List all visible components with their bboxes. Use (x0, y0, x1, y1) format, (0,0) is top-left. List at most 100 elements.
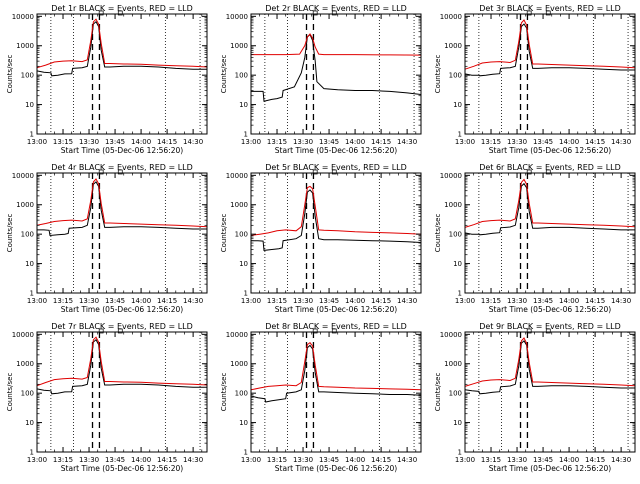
x-tick-label: 13:30 (507, 138, 527, 146)
detector-panel-8: Det 8r BLACK = Events, RED = LLD 1 10 100 10… (220, 322, 422, 473)
plot-frame (250, 331, 422, 453)
panel-title: Det 1r BLACK = Events, RED = LLD (51, 4, 193, 13)
x-tick-label: 14:30 (183, 456, 203, 464)
x-tick-label: 13:15 (481, 297, 501, 305)
y-tick-label: 10 (239, 101, 248, 109)
events-series-line (251, 33, 422, 102)
lld-series-line (36, 18, 208, 69)
events-series-line (250, 344, 422, 403)
y-tick-label: 1 (458, 449, 462, 457)
plot-frame (464, 172, 636, 294)
y-tick-label: 1000 (16, 201, 34, 209)
detector-panel-2: Det 2r BLACK = Events, RED = LLD 1 10 100 10… (220, 4, 422, 155)
panel-title: Det 6r BLACK = Events, RED = LLD (479, 163, 621, 172)
x-tick-label: 14:15 (157, 138, 177, 146)
events-series-line (36, 339, 207, 395)
y-axis-label: Counts/sec (6, 373, 14, 412)
detector-panel-5: Det 5r BLACK = Events, RED = LLD 1 10 100 10… (220, 163, 422, 314)
y-tick-label: 100 (235, 72, 248, 80)
x-tick-label: 13:30 (79, 297, 99, 305)
y-tick-label: 10 (453, 419, 462, 427)
x-axis-label: Start Time (05-Dec-06 12:56:20) (275, 305, 397, 314)
x-tick-label: 14:00 (131, 138, 151, 146)
x-tick-label: 14:15 (157, 297, 177, 305)
y-tick-label: 1000 (230, 42, 248, 50)
x-tick-label: 13:30 (79, 456, 99, 464)
x-tick-label: 14:00 (345, 297, 365, 305)
events-series-line (464, 340, 635, 395)
lld-series-line (36, 336, 208, 387)
y-tick-label: 1000 (230, 201, 248, 209)
marker-box (526, 328, 532, 334)
x-tick-label: 14:00 (345, 138, 365, 146)
x-tick-label: 14:15 (371, 138, 391, 146)
y-tick-label: 1 (244, 290, 248, 298)
x-tick-label: 13:30 (79, 138, 99, 146)
x-tick-label: 13:45 (533, 297, 553, 305)
x-tick-label: 14:30 (397, 138, 417, 146)
x-axis-label: Start Time (05-Dec-06 12:56:20) (275, 464, 397, 473)
y-tick-label: 1 (30, 290, 34, 298)
detector-panel-7: Det 7r BLACK = Events, RED = LLD 1 10 100 10… (6, 322, 208, 473)
y-tick-label: 100 (449, 72, 462, 80)
plot-frame (36, 13, 208, 135)
plot-frame (36, 331, 208, 453)
x-tick-label: 14:15 (157, 456, 177, 464)
detector-panel-3: Det 3r BLACK = Events, RED = LLD 1 10 100 10… (434, 4, 636, 155)
x-tick-label: 14:30 (611, 138, 631, 146)
marker-box (331, 169, 337, 175)
x-tick-label: 13:30 (507, 456, 527, 464)
y-tick-label: 1000 (444, 360, 462, 368)
panel-title: Det 4r BLACK = Events, RED = LLD (51, 163, 193, 172)
y-tick-label: 10 (25, 101, 34, 109)
lld-series-line (250, 185, 422, 236)
y-axis-label: Counts/sec (220, 373, 228, 412)
marker-box (331, 328, 337, 334)
y-axis-label: Counts/sec (434, 55, 442, 94)
plot-frame (464, 331, 636, 453)
panel-title: Det 5r BLACK = Events, RED = LLD (265, 163, 407, 172)
detector-panel-9: Det 9r BLACK = Events, RED = LLD 1 10 100 10… (434, 322, 636, 473)
y-tick-label: 10000 (12, 13, 34, 21)
x-tick-label: 14:30 (183, 138, 203, 146)
y-tick-label: 1 (244, 449, 248, 457)
y-tick-label: 100 (21, 231, 34, 239)
x-tick-label: 13:00 (241, 297, 261, 305)
x-tick-label: 13:00 (241, 456, 261, 464)
x-tick-label: 13:15 (267, 456, 287, 464)
y-tick-label: 1000 (444, 42, 462, 50)
x-tick-label: 14:15 (585, 456, 605, 464)
y-axis-label: Counts/sec (434, 214, 442, 253)
x-tick-label: 14:00 (345, 456, 365, 464)
x-axis-label: Start Time (05-Dec-06 12:56:20) (489, 464, 611, 473)
x-tick-label: 14:30 (611, 456, 631, 464)
x-axis-label: Start Time (05-Dec-06 12:56:20) (61, 464, 183, 473)
x-tick-label: 13:15 (267, 297, 287, 305)
x-axis-label: Start Time (05-Dec-06 12:56:20) (489, 146, 611, 155)
y-tick-label: 1 (458, 290, 462, 298)
y-tick-label: 10 (25, 260, 34, 268)
x-axis-label: Start Time (05-Dec-06 12:56:20) (275, 146, 397, 155)
marker-box (331, 10, 337, 16)
detector-panel-1: Det 1r BLACK = Events, RED = LLD 1 10 100 10… (6, 4, 208, 155)
panel-title: Det 8r BLACK = Events, RED = LLD (265, 322, 407, 331)
panel-title: Det 3r BLACK = Events, RED = LLD (479, 4, 621, 13)
x-tick-label: 14:30 (183, 297, 203, 305)
y-axis-label: Counts/sec (220, 55, 228, 94)
marker-box (117, 328, 123, 334)
y-tick-label: 10000 (440, 331, 462, 339)
detector-panel-4: Det 4r BLACK = Events, RED = LLD 1 10 100 10… (6, 163, 208, 314)
y-tick-label: 100 (235, 231, 248, 239)
y-axis-label: Counts/sec (6, 214, 14, 253)
y-tick-label: 10000 (440, 13, 462, 21)
events-series-line (464, 182, 635, 236)
x-tick-label: 13:45 (533, 456, 553, 464)
x-tick-label: 13:30 (293, 297, 313, 305)
y-tick-label: 100 (449, 390, 462, 398)
x-tick-label: 13:00 (455, 297, 475, 305)
x-tick-label: 14:15 (585, 297, 605, 305)
x-tick-label: 13:45 (319, 138, 339, 146)
x-tick-label: 13:45 (319, 297, 339, 305)
x-tick-label: 13:00 (241, 138, 261, 146)
